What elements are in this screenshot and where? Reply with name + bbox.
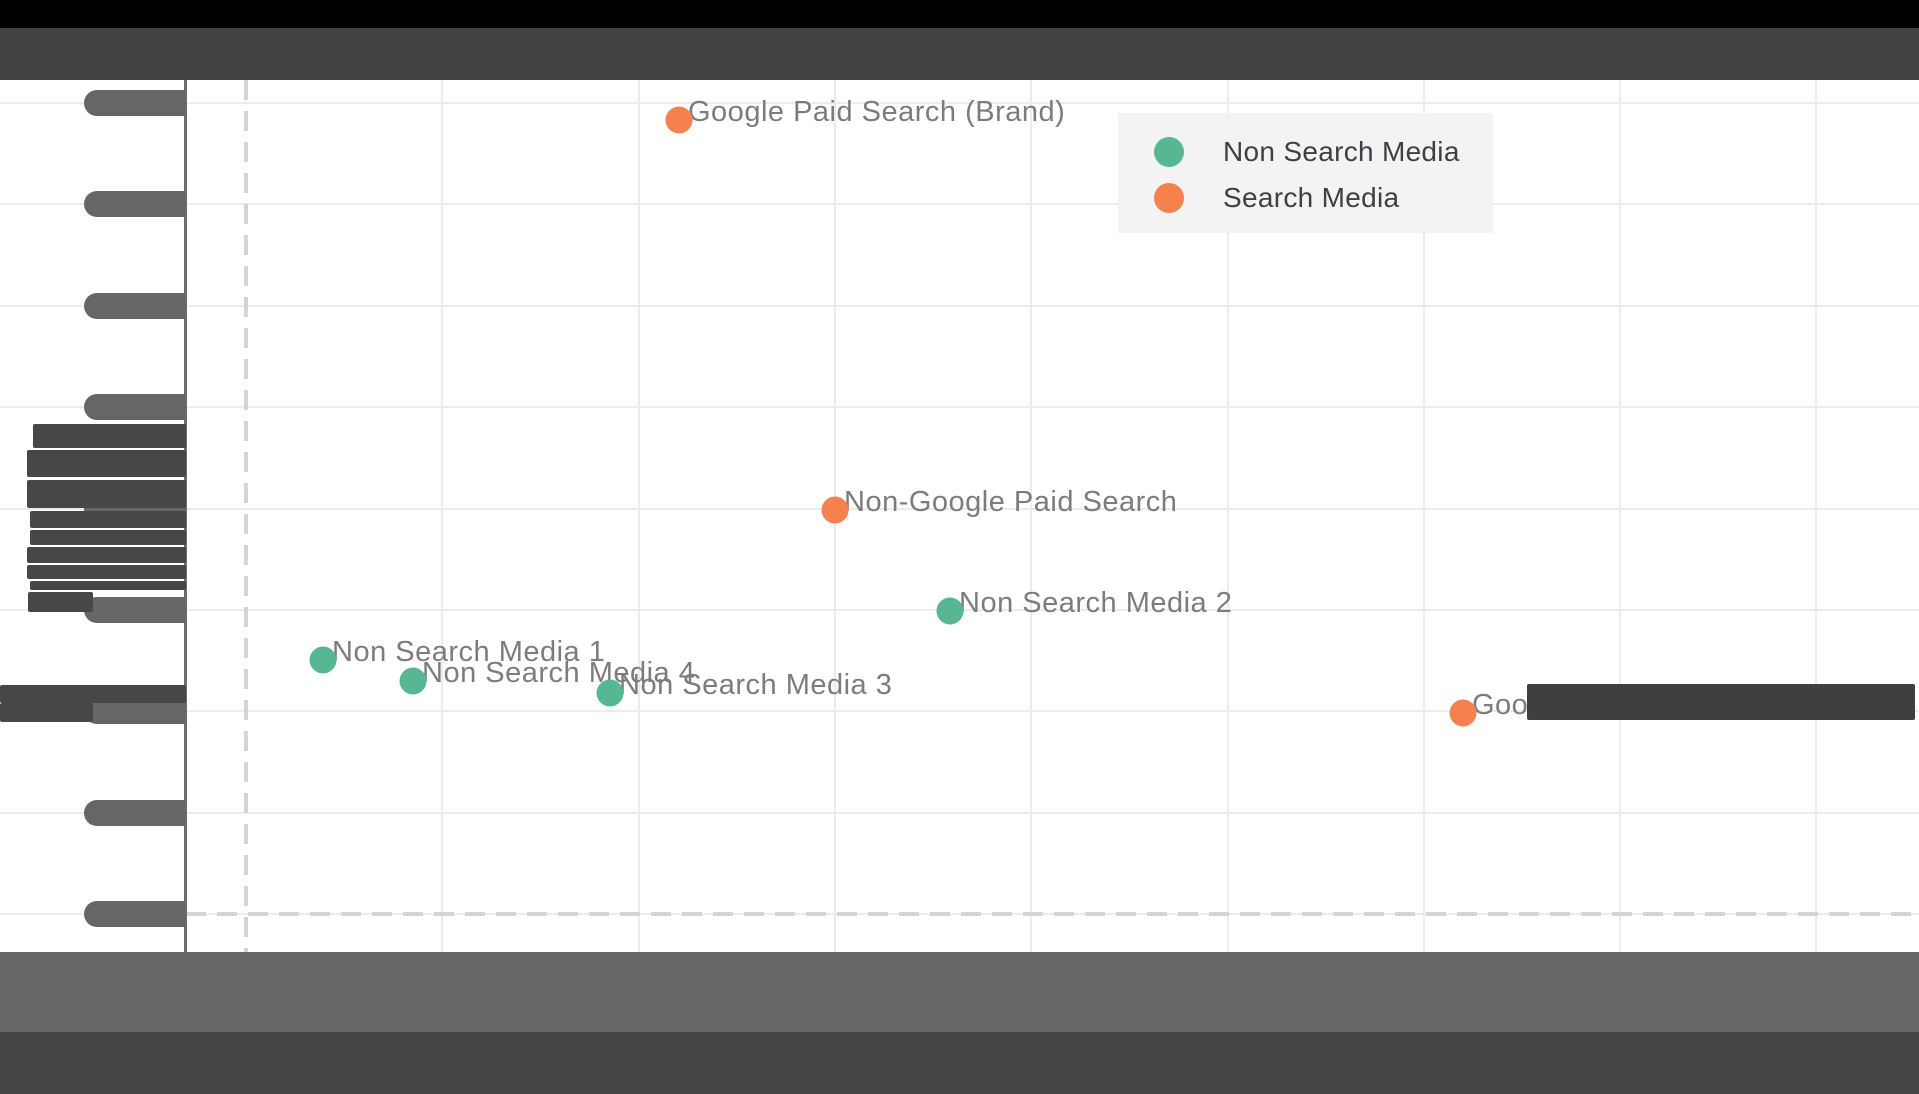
axis-title-redaction-bar	[30, 511, 186, 528]
y-tick-label-redaction	[84, 293, 186, 319]
legend-item-search-media[interactable]: Search Media	[1118, 175, 1493, 221]
gridline-horizontal	[0, 508, 1919, 510]
gridline-vertical	[1815, 80, 1817, 952]
legend-swatch-non-search-media	[1154, 137, 1184, 167]
legend-label-non-search-media: Non Search Media	[1223, 136, 1460, 167]
gridline-vertical	[638, 80, 640, 952]
gridline-vertical	[1423, 80, 1425, 952]
point-label: Goo	[1472, 689, 1529, 721]
legend-item-non-search-media[interactable]: Non Search Media	[1118, 129, 1493, 175]
point-label: Non Search Media 1	[332, 636, 606, 668]
gridline-horizontal	[0, 406, 1919, 408]
gridline-vertical	[1619, 80, 1621, 952]
gridline-vertical	[441, 80, 443, 952]
axis-title-redaction-bar	[27, 547, 186, 563]
axis-title-redaction-bar	[0, 703, 93, 722]
y-tick-label-redaction	[84, 394, 186, 420]
header-redaction-band	[0, 28, 1919, 80]
y-tick-label-redaction	[84, 901, 186, 927]
y-tick-label-redaction	[84, 191, 186, 217]
chart-title-redaction-black-left	[0, 0, 380, 31]
axis-title-redaction-bar	[27, 565, 186, 579]
reference-line-vertical	[244, 80, 248, 952]
point-label: Non-Google Paid Search	[844, 486, 1178, 518]
scatter-point[interactable]	[1449, 699, 1477, 727]
scatter-point[interactable]	[936, 597, 964, 625]
gridline-horizontal	[0, 710, 1919, 712]
x-tick-labels-redaction-band	[0, 952, 1919, 1032]
point-label: Google Paid Search (Brand)	[688, 96, 1066, 128]
axis-title-redaction-bar	[28, 592, 93, 612]
gridline-horizontal	[0, 812, 1919, 814]
gridline-vertical	[1227, 80, 1229, 952]
point-label: Non Search Media 3	[619, 669, 893, 701]
gridline-vertical	[1030, 80, 1032, 952]
axis-title-redaction-bar	[30, 581, 186, 590]
gridline-horizontal	[0, 203, 1919, 205]
gridline-horizontal	[0, 102, 1919, 104]
legend-swatch-search-media	[1154, 183, 1184, 213]
axis-title-redaction-bar	[27, 480, 186, 508]
x-axis-title-redaction-band	[0, 1032, 1919, 1094]
point-label: Non Search Media 2	[959, 587, 1233, 619]
point-label: Non Search Media 4	[422, 657, 696, 689]
y-tick-label-redaction	[84, 90, 186, 116]
axis-title-redaction-bar	[0, 685, 186, 703]
axis-title-redaction-bar	[30, 530, 186, 545]
point-label-redaction	[1527, 684, 1915, 720]
axis-title-redaction-bar	[33, 424, 186, 448]
axis-title-redaction-bar	[27, 450, 186, 477]
reference-line-horizontal	[186, 912, 1919, 916]
scatter-point[interactable]	[596, 679, 624, 707]
scatter-point[interactable]	[665, 106, 693, 134]
scatter-point[interactable]	[821, 496, 849, 524]
legend-label-search-media: Search Media	[1223, 182, 1400, 213]
scatter-point[interactable]	[399, 667, 427, 695]
y-tick-label-redaction	[84, 597, 186, 623]
gridline-horizontal	[0, 305, 1919, 307]
legend: Non Search Media Search Media	[1118, 113, 1493, 233]
scatter-point[interactable]	[309, 646, 337, 674]
y-tick-label-redaction	[84, 800, 186, 826]
